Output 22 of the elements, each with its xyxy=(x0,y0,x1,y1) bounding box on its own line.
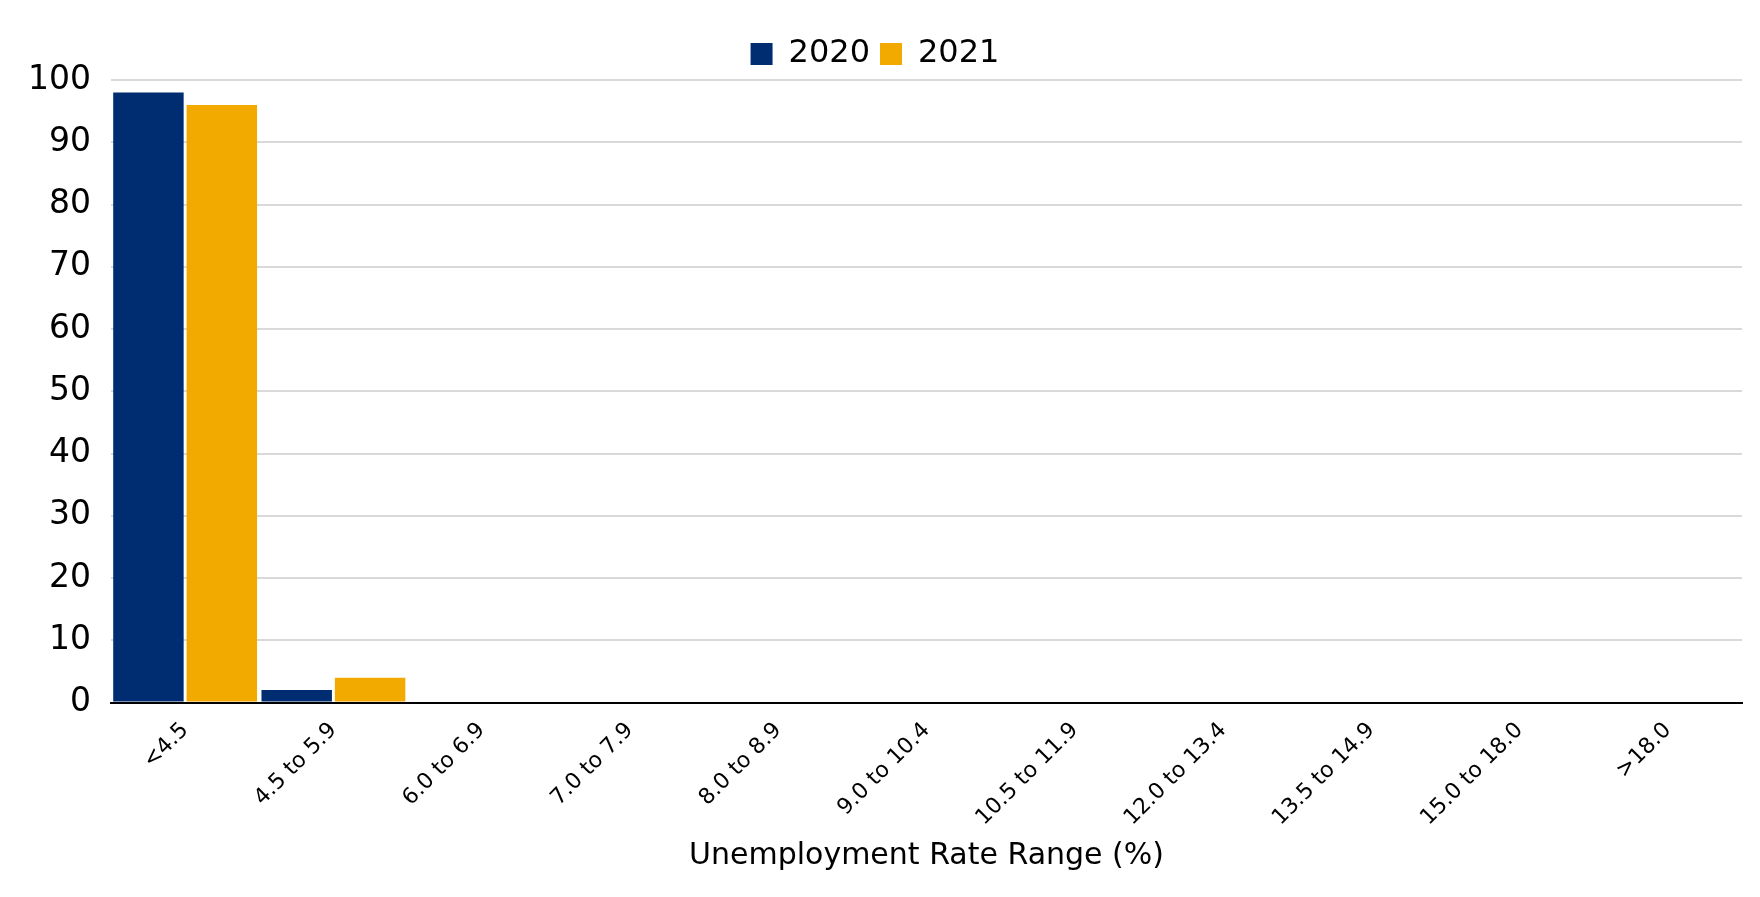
bar xyxy=(186,104,258,702)
y-tick-label: 30 xyxy=(48,493,91,533)
y-tick-label: 50 xyxy=(48,368,91,408)
x-tick-label: 8.0 to 8.9 xyxy=(693,716,786,810)
x-tick-label: 4.5 to 5.9 xyxy=(248,716,341,810)
y-tick-label: 0 xyxy=(69,680,91,720)
y-tick-label: 70 xyxy=(48,244,91,284)
y-tick-label: 40 xyxy=(48,431,91,471)
y-tick-label: 20 xyxy=(48,555,91,595)
bar xyxy=(261,690,332,702)
y-tick-label: 90 xyxy=(48,119,91,159)
y-tick-label: 10 xyxy=(48,617,91,657)
bar xyxy=(113,92,184,702)
legend-label: 2021 xyxy=(918,32,1000,71)
y-tick-label: 80 xyxy=(48,182,91,222)
bar xyxy=(334,677,406,702)
x-tick-label: 7.0 to 7.9 xyxy=(544,716,638,810)
y-tick-label: 60 xyxy=(48,306,91,346)
legend-label: 2020 xyxy=(788,32,870,71)
x-axis-title: Unemployment Rate Range (%) xyxy=(688,835,1164,871)
x-tick-label: 6.0 to 6.9 xyxy=(396,716,490,810)
y-tick-label: 100 xyxy=(27,57,91,97)
